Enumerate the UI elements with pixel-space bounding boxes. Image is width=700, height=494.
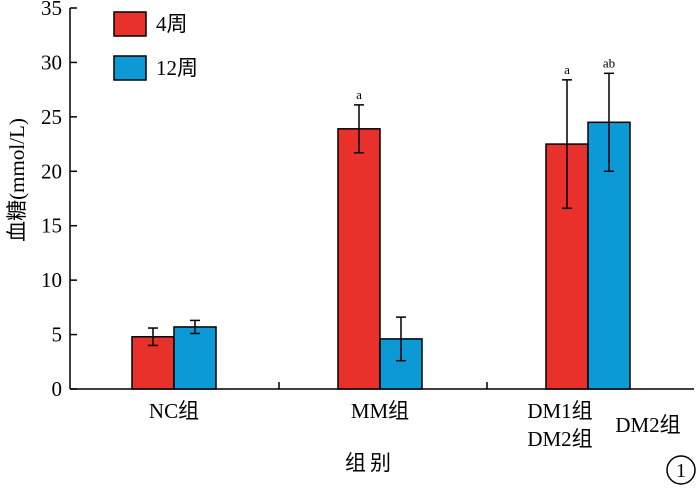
category-label: NC组: [149, 399, 199, 423]
significance-label: ab: [603, 55, 615, 70]
y-tick-label: 5: [52, 323, 63, 347]
legend-swatch: [113, 11, 147, 37]
bar-week12-0: [173, 326, 217, 390]
category-label: MM组: [351, 399, 409, 423]
y-axis-title: 血糖(mmol/L): [5, 118, 29, 242]
legend-label: 12周: [156, 56, 198, 80]
category-label: DM1组: [527, 399, 592, 423]
bar-week4-1: [337, 128, 381, 390]
significance-label: a: [356, 87, 362, 102]
y-tick-label: 35: [41, 0, 62, 20]
significance-label: a: [564, 62, 570, 77]
x-axis-title: 组别: [345, 451, 395, 475]
y-ticks: 0 5 10 15 20 25 30 35: [41, 0, 77, 401]
y-tick-label: 0: [52, 377, 63, 401]
category-labels: NC组 MM组 DM1组 DM2组 DM2组: [149, 399, 681, 451]
panel-circle: [666, 455, 696, 485]
legend: 4周 12周: [113, 11, 198, 81]
legend-swatch: [113, 55, 147, 81]
y-tick-label: 15: [41, 214, 62, 238]
y-tick-label: 30: [41, 50, 62, 74]
category-label-extra: DM2组: [615, 413, 680, 437]
y-tick-label: 20: [41, 159, 62, 183]
panel-marker: 1: [666, 455, 696, 485]
y-tick-label: 10: [41, 268, 62, 292]
y-tick-label: 25: [41, 105, 62, 129]
category-label-extra: DM2组: [527, 427, 592, 451]
bars: a a ab: [131, 55, 631, 390]
panel-label: 1: [676, 460, 686, 482]
legend-label: 4周: [156, 12, 188, 36]
